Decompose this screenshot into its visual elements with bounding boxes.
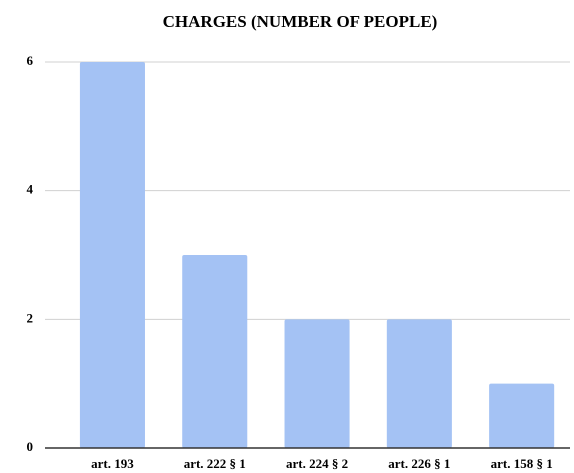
y-tick-label: 6 [27, 53, 34, 68]
bar [182, 255, 248, 448]
x-tick-label: art. 226 § 1 [388, 456, 450, 471]
y-tick-label: 0 [27, 439, 34, 454]
chart-title: CHARGES (NUMBER OF PEOPLE) [163, 12, 438, 31]
bar [284, 319, 350, 448]
x-tick-label: art. 222 § 1 [184, 456, 246, 471]
bar [489, 383, 555, 448]
x-tick-label: art. 158 § 1 [491, 456, 553, 471]
x-tick-label: art. 224 § 2 [286, 456, 348, 471]
y-tick-label: 4 [27, 182, 34, 197]
bar [79, 62, 145, 448]
x-tick-label: art. 193 [91, 456, 134, 471]
y-tick-label: 2 [27, 310, 34, 325]
bar [386, 319, 452, 448]
